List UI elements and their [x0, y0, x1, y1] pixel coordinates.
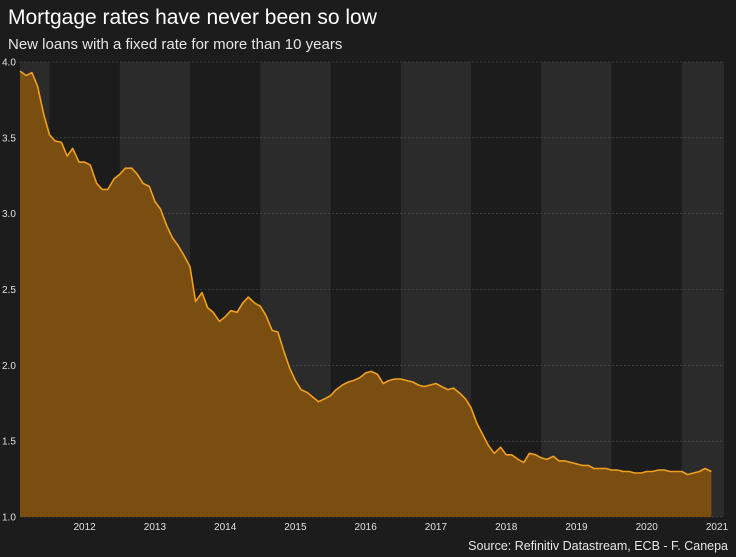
y-tick-label: 4.0	[2, 58, 16, 69]
year-band	[611, 62, 682, 517]
x-tick-label: 2013	[144, 522, 167, 533]
x-tick-label: 2012	[74, 522, 97, 533]
x-tick-label: 2014	[214, 522, 237, 533]
x-tick-label: 2020	[636, 522, 659, 533]
y-tick-label: 3.0	[2, 209, 16, 220]
y-axis-ticks: 1.0 1.5 2.0 2.5 3.0 3.5 4.0	[2, 58, 16, 524]
x-tick-label: 2019	[565, 522, 588, 533]
y-tick-label: 2.5	[2, 285, 16, 296]
x-tick-label: 2018	[495, 522, 518, 533]
series-area	[19, 70, 712, 517]
x-tick-label: 2017	[425, 522, 448, 533]
y-tick-label: 1.0	[2, 513, 16, 524]
x-tick-label: 2021	[706, 522, 729, 533]
source-note: Source: Refinitiv Datastream, ECB - F. C…	[468, 539, 728, 553]
series-line	[19, 70, 712, 476]
chart-subtitle: New loans with a fixed rate for more tha…	[8, 36, 343, 53]
x-tick-label: 2016	[355, 522, 378, 533]
x-axis-ticks: 2012 2013 2014 2015 2016 2017 2018 2019 2020 2021	[74, 522, 729, 533]
x-tick-label: 2015	[284, 522, 307, 533]
y-tick-label: 3.5	[2, 133, 16, 144]
y-tick-label: 2.0	[2, 361, 16, 372]
y-tick-label: 1.5	[2, 437, 16, 448]
chart-title: Mortgage rates have never been so low	[8, 6, 377, 29]
area-fill	[20, 71, 712, 517]
